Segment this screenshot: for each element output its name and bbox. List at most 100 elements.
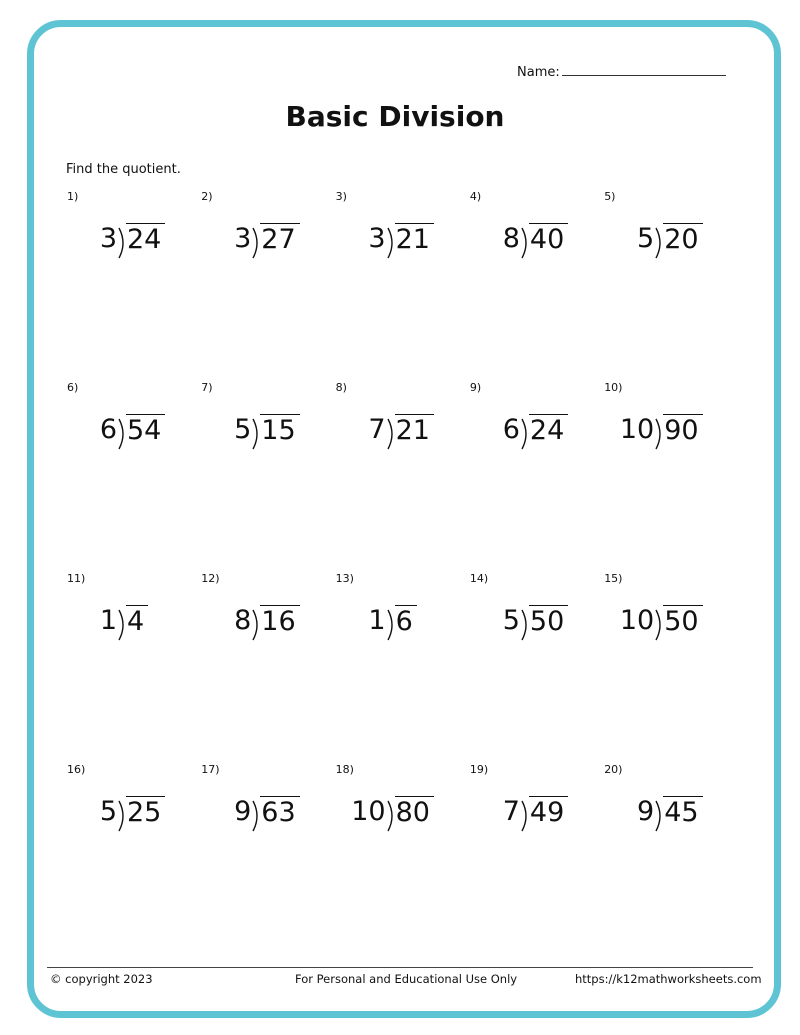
problem: 12) 8 16 bbox=[201, 572, 335, 692]
dividend: 27 bbox=[260, 223, 300, 256]
division-bracket bbox=[655, 609, 661, 641]
problem: 7) 5 15 bbox=[201, 381, 335, 501]
divisor: 6 bbox=[99, 414, 117, 445]
problem: 9) 6 24 bbox=[470, 381, 604, 501]
site-url: https://k12mathworksheets.com bbox=[575, 972, 762, 986]
divisor: 3 bbox=[99, 223, 117, 254]
problem-number: 19) bbox=[469, 763, 489, 776]
problem: 19) 7 49 bbox=[470, 763, 604, 883]
problem-number: 3) bbox=[335, 190, 347, 203]
dividend: 25 bbox=[126, 796, 166, 829]
problem: 2) 3 27 bbox=[201, 190, 335, 310]
divisor: 10 bbox=[619, 414, 655, 445]
problem-number: 9) bbox=[469, 381, 482, 394]
dividend: 16 bbox=[260, 605, 300, 638]
problem-number: 15) bbox=[604, 572, 623, 585]
problem-number: 14) bbox=[469, 572, 489, 585]
instructions: Find the quotient. bbox=[66, 162, 181, 177]
division-bracket bbox=[521, 609, 527, 641]
dividend: 15 bbox=[260, 414, 300, 447]
problem-number: 17) bbox=[201, 763, 220, 776]
division-bracket bbox=[521, 800, 527, 832]
divisor: 5 bbox=[502, 605, 520, 636]
problem-number: 6) bbox=[67, 381, 79, 394]
division-bracket bbox=[655, 227, 661, 259]
problem-number: 2) bbox=[201, 190, 213, 203]
divisor: 9 bbox=[637, 796, 655, 827]
divisor: 5 bbox=[99, 796, 117, 827]
dividend: 50 bbox=[663, 605, 703, 638]
division-bracket bbox=[655, 418, 661, 450]
divisor: 3 bbox=[234, 223, 252, 254]
page-title: Basic Division bbox=[285, 100, 505, 133]
division-bracket bbox=[252, 800, 258, 832]
footer-divider bbox=[47, 967, 753, 968]
page-border bbox=[27, 20, 781, 1018]
usage-note: For Personal and Educational Use Only bbox=[295, 972, 518, 986]
division-bracket bbox=[252, 227, 258, 259]
divisor: 10 bbox=[619, 605, 655, 636]
problem-number: 13) bbox=[335, 572, 354, 585]
problem-number: 10) bbox=[604, 381, 623, 394]
problem: 13) 1 6 bbox=[336, 572, 470, 692]
problem: 10) 10 90 bbox=[604, 381, 738, 501]
dividend: 21 bbox=[394, 223, 434, 256]
dividend: 40 bbox=[528, 223, 569, 256]
dividend: 21 bbox=[394, 414, 434, 447]
division-bracket bbox=[386, 800, 393, 832]
problem-number: 20) bbox=[604, 763, 623, 776]
problem: 11) 1 4 bbox=[67, 572, 201, 692]
divisor: 10 bbox=[351, 796, 386, 827]
division-bracket bbox=[521, 227, 527, 259]
problem: 4) 8 40 bbox=[470, 190, 604, 310]
division-bracket bbox=[386, 227, 393, 259]
divisor: 7 bbox=[502, 796, 520, 827]
problem-number: 1) bbox=[67, 190, 79, 203]
dividend: 80 bbox=[394, 796, 434, 829]
divisor: 5 bbox=[234, 414, 252, 445]
division-bracket bbox=[118, 609, 124, 641]
dividend: 45 bbox=[663, 796, 703, 829]
divisor: 3 bbox=[368, 223, 386, 254]
problem: 18) 10 80 bbox=[336, 763, 470, 883]
problem-number: 11) bbox=[67, 572, 86, 585]
divisor: 1 bbox=[368, 605, 386, 636]
problem: 16) 5 25 bbox=[67, 763, 201, 883]
divisor: 8 bbox=[502, 223, 520, 254]
problem: 8) 7 21 bbox=[336, 381, 470, 501]
division-bracket bbox=[252, 418, 258, 450]
problem: 15) 10 50 bbox=[604, 572, 738, 692]
problem-number: 16) bbox=[67, 763, 86, 776]
copyright: © copyright 2023 bbox=[50, 972, 153, 986]
problem-number: 12) bbox=[201, 572, 220, 585]
dividend: 4 bbox=[126, 605, 149, 638]
name-field[interactable]: Name: bbox=[517, 63, 726, 80]
division-bracket bbox=[118, 800, 124, 832]
name-line[interactable] bbox=[561, 63, 726, 76]
divisor: 5 bbox=[637, 223, 655, 254]
division-bracket bbox=[521, 418, 527, 450]
dividend: 90 bbox=[663, 414, 703, 447]
dividend: 24 bbox=[528, 414, 569, 447]
divisor: 6 bbox=[502, 414, 520, 445]
problem: 6) 6 54 bbox=[67, 381, 201, 501]
dividend: 50 bbox=[528, 605, 569, 638]
division-bracket bbox=[118, 227, 124, 259]
problem: 14) 5 50 bbox=[470, 572, 604, 692]
division-bracket bbox=[118, 418, 124, 450]
problem: 3) 3 21 bbox=[336, 190, 470, 310]
dividend: 6 bbox=[394, 605, 417, 638]
problem: 17) 9 63 bbox=[201, 763, 335, 883]
dividend: 63 bbox=[260, 796, 300, 829]
divisor: 1 bbox=[99, 605, 117, 636]
problem-number: 18) bbox=[335, 763, 354, 776]
problem: 5) 5 20 bbox=[604, 190, 738, 310]
problem-number: 7) bbox=[201, 381, 213, 394]
name-label: Name: bbox=[517, 65, 560, 80]
problem-number: 5) bbox=[604, 190, 616, 203]
division-bracket bbox=[386, 609, 393, 641]
dividend: 20 bbox=[663, 223, 703, 256]
problem-number: 4) bbox=[469, 190, 482, 203]
divisor: 8 bbox=[234, 605, 252, 636]
dividend: 54 bbox=[126, 414, 166, 447]
